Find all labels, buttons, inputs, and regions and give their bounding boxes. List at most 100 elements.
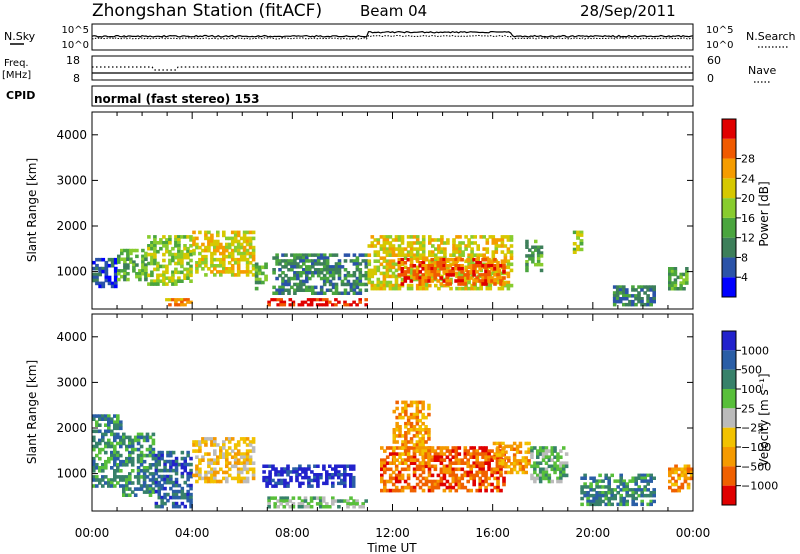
power-cell <box>637 297 641 301</box>
velocity-cell <box>113 426 117 431</box>
velocity-cell <box>139 450 144 455</box>
power-cell <box>472 264 476 268</box>
velocity-cell <box>398 434 402 438</box>
velocity-cell <box>460 473 465 478</box>
power-cell <box>278 291 282 295</box>
power-cell <box>478 261 482 265</box>
power-cell <box>388 265 393 270</box>
power-cell <box>467 253 471 257</box>
power-cell <box>652 291 656 295</box>
velocity-cell <box>230 464 235 469</box>
velocity-cell <box>395 458 399 462</box>
velocity-cell <box>95 423 99 427</box>
velocity-cell <box>445 485 450 490</box>
power-cell <box>525 254 529 258</box>
power-cell <box>248 254 253 259</box>
power-cell <box>195 236 199 241</box>
velocity-cell <box>498 462 502 466</box>
power-cell <box>299 285 303 290</box>
velocity-cell <box>125 475 129 479</box>
power-cell <box>311 262 315 266</box>
velocity-cell <box>183 462 187 467</box>
velocity-cell <box>498 453 502 457</box>
power-cell <box>646 299 650 304</box>
velocity-cell <box>157 486 161 491</box>
power-cell <box>445 276 449 280</box>
power-cell <box>311 288 315 292</box>
power-cell <box>291 300 296 304</box>
power-cell <box>409 268 414 273</box>
power-cell <box>409 250 414 254</box>
velocity-cell <box>457 485 462 490</box>
velocity-cell <box>427 455 431 459</box>
velocity-cell <box>104 463 108 467</box>
velocity-cell <box>174 480 179 485</box>
velocity-cell <box>409 458 414 462</box>
velocity-cell <box>198 440 202 444</box>
velocity-cell <box>398 461 402 465</box>
velocity-cell <box>598 496 602 501</box>
velocity-cell <box>139 487 144 491</box>
velocity-cell <box>598 473 602 478</box>
velocity-cell <box>169 474 173 479</box>
velocity-cell <box>145 487 150 491</box>
velocity-cell <box>142 478 147 482</box>
power-cell <box>225 245 229 250</box>
velocity-cell <box>233 464 238 469</box>
power-cell <box>278 285 282 290</box>
velocity-cell <box>107 438 111 443</box>
power-cell <box>358 282 363 287</box>
velocity-cell <box>273 496 277 500</box>
nsearch-label: N.Search <box>746 30 796 43</box>
velocity-cell <box>113 456 117 461</box>
velocity-cell <box>271 467 275 471</box>
power-cell <box>299 288 303 292</box>
power-cell <box>679 284 683 288</box>
velocity-cell <box>130 456 135 461</box>
power-cell <box>104 266 109 271</box>
velocity-cell <box>154 489 159 494</box>
power-cell <box>579 230 584 235</box>
power-cell <box>409 253 414 257</box>
velocity-cell <box>547 473 552 478</box>
velocity-cell <box>689 470 694 475</box>
power-cell <box>531 245 535 249</box>
velocity-cell <box>504 464 508 469</box>
power-cell <box>225 248 229 253</box>
power-cell <box>478 264 482 268</box>
velocity-cell <box>433 479 438 484</box>
power-cell <box>254 277 259 282</box>
velocity-cell <box>530 455 534 459</box>
velocity-cell <box>251 473 256 478</box>
power-cell <box>442 270 446 274</box>
velocity-cell <box>674 482 678 487</box>
velocity-cell <box>163 480 167 485</box>
power-cell <box>490 264 494 268</box>
velocity-cell <box>415 446 420 450</box>
power-cell <box>382 238 387 242</box>
velocity-cell <box>457 458 462 462</box>
velocity-cell <box>544 467 549 472</box>
power-cell <box>222 233 226 238</box>
velocity-cell <box>128 438 132 443</box>
velocity-cell <box>457 452 462 456</box>
velocity-cell <box>439 452 444 456</box>
power-cell <box>177 258 181 263</box>
power-cell <box>257 280 262 285</box>
power-cell <box>334 303 338 307</box>
velocity-cell <box>116 469 120 473</box>
velocity-cell <box>116 432 120 437</box>
velocity-cell <box>337 464 341 468</box>
power-cell <box>174 261 178 266</box>
power-cell <box>421 286 426 291</box>
velocity-cell <box>222 446 226 450</box>
velocity-cell <box>643 476 647 480</box>
velocity-cell <box>394 473 399 478</box>
velocity-cell <box>463 449 468 453</box>
velocity-cell <box>689 467 694 472</box>
velocity-cell <box>412 443 417 447</box>
velocity-cell <box>166 474 170 479</box>
velocity-cell <box>346 502 350 506</box>
velocity-cell <box>207 470 211 475</box>
velocity-cell <box>498 441 502 446</box>
